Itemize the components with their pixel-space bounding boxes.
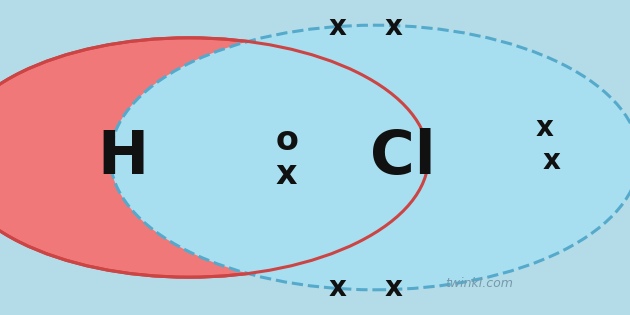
- Text: x: x: [328, 274, 346, 302]
- Text: x: x: [328, 13, 346, 41]
- Text: Cl: Cl: [370, 128, 436, 187]
- Ellipse shape: [110, 25, 630, 290]
- Text: x: x: [276, 158, 297, 191]
- Text: x: x: [385, 274, 403, 302]
- Text: H: H: [97, 128, 149, 187]
- Ellipse shape: [0, 38, 428, 277]
- Text: twinkl.com: twinkl.com: [445, 277, 513, 290]
- Text: x: x: [536, 114, 554, 141]
- Text: o: o: [275, 124, 298, 157]
- Text: x: x: [542, 147, 560, 175]
- Text: x: x: [385, 13, 403, 41]
